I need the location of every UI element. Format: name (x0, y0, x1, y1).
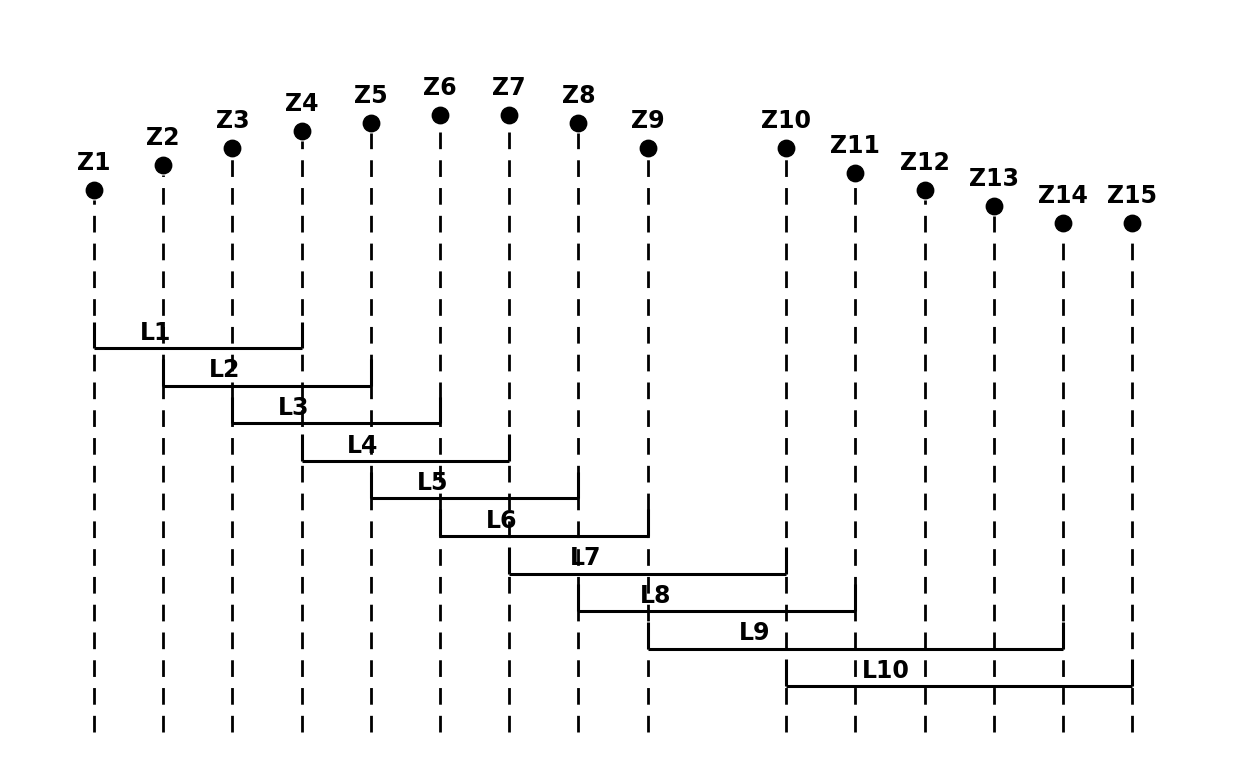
Text: L8: L8 (640, 584, 671, 607)
Point (776, 142, 796, 154)
Text: Z2: Z2 (146, 126, 180, 150)
Text: Z9: Z9 (631, 109, 665, 133)
Point (637, 142, 657, 154)
Text: Z13: Z13 (968, 167, 1019, 192)
Text: L7: L7 (570, 546, 601, 570)
Point (915, 183, 935, 196)
Point (983, 200, 1003, 212)
Text: Z11: Z11 (831, 134, 880, 158)
Text: Z5: Z5 (355, 84, 388, 108)
Text: Z14: Z14 (1038, 184, 1087, 208)
Point (846, 167, 866, 180)
Point (222, 142, 242, 154)
Text: L9: L9 (739, 621, 770, 646)
Text: Z7: Z7 (492, 76, 526, 99)
Text: L10: L10 (862, 659, 910, 683)
Point (1053, 217, 1073, 229)
Text: L2: L2 (208, 358, 241, 383)
Text: Z12: Z12 (899, 151, 950, 175)
Point (154, 159, 174, 171)
Point (361, 117, 381, 129)
Text: Z4: Z4 (285, 92, 319, 116)
Text: Z8: Z8 (562, 84, 595, 108)
Point (569, 117, 589, 129)
Point (84, 183, 104, 196)
Text: Z3: Z3 (216, 109, 249, 133)
Text: Z1: Z1 (77, 151, 110, 175)
Text: L6: L6 (486, 509, 517, 533)
Text: Z15: Z15 (1107, 184, 1157, 208)
Point (500, 108, 520, 121)
Point (1122, 217, 1142, 229)
Text: L5: L5 (417, 471, 448, 495)
Text: Z10: Z10 (761, 109, 811, 133)
Text: Z6: Z6 (423, 76, 456, 99)
Point (430, 108, 450, 121)
Text: L1: L1 (140, 321, 171, 345)
Text: L4: L4 (347, 433, 378, 458)
Text: L3: L3 (278, 396, 310, 420)
Point (291, 125, 311, 138)
